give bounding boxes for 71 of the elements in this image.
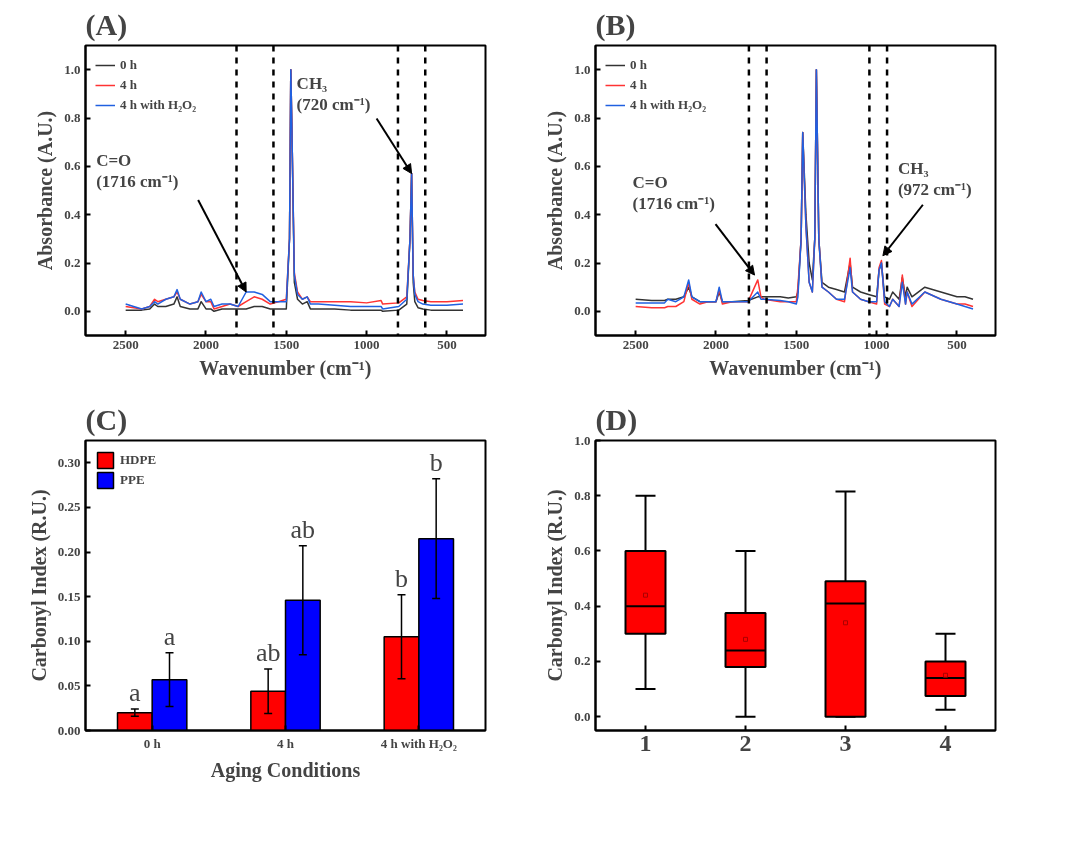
x-tick-label: 500 — [947, 336, 967, 352]
annotation: C=O (1716 cm⁻¹) — [96, 151, 179, 191]
y-axis-title: Absorbance (A.U.) — [544, 110, 568, 271]
y-tick-label: 0.20 — [57, 544, 81, 560]
x-tick-label: 2000 — [192, 336, 219, 352]
y-tick-label: 0.10 — [57, 633, 81, 649]
legend-label: PPE — [120, 472, 145, 488]
legend-label: 4 h — [120, 77, 138, 93]
y-tick-label: 0.25 — [57, 499, 81, 515]
data-label: a — [163, 621, 176, 651]
x-tick-label: 4 — [939, 729, 952, 756]
y-tick-label: 0.6 — [574, 158, 591, 174]
y-tick-label: 1.0 — [64, 61, 81, 77]
x-tick-label: 2000 — [702, 336, 729, 352]
x-tick-label: 2500 — [622, 336, 649, 352]
y-tick-label: 0.8 — [64, 110, 81, 125]
data-label: a — [129, 678, 142, 708]
y-tick-label: 0.05 — [57, 677, 81, 693]
data-label: ab — [255, 637, 281, 667]
y-tick-label: 0.2 — [574, 255, 591, 270]
y-axis-title: Carbonyl Index (R.U.) — [544, 489, 568, 682]
x-axis-title: Wavenumber (cm⁻¹) — [199, 356, 372, 380]
y-axis-title: Carbonyl Index (R.U.) — [27, 489, 51, 682]
y-tick-label: 0.6 — [574, 542, 591, 558]
x-tick-label: 500 — [437, 336, 457, 352]
chart-title: (C) — [85, 402, 128, 437]
y-axis-title: Absorbance (A.U.) — [34, 110, 58, 271]
y-tick-label: 0.8 — [574, 110, 591, 125]
y-tick-label: 0.6 — [64, 158, 81, 174]
chart-title: (B) — [595, 7, 636, 42]
annotation: C=O (1716 cm⁻¹) — [632, 173, 715, 214]
y-tick-label: 1.0 — [574, 61, 591, 77]
y-tick-label: 0.00 — [57, 722, 81, 738]
legend-label: 0 h — [630, 57, 648, 73]
x-tick-label: 2500 — [112, 336, 139, 352]
legend-label: 4 h — [630, 77, 648, 93]
y-tick-label: 0.0 — [574, 708, 591, 724]
annotation: CH₃ (720 cm⁻¹) — [296, 73, 371, 114]
y-tick-label: 0.4 — [64, 206, 81, 222]
legend-label: 4 h with H₂O₂ — [630, 97, 707, 113]
y-tick-label: 0.4 — [574, 206, 591, 222]
x-axis-title: Aging Conditions — [210, 758, 361, 782]
chart-title: (A) — [85, 7, 128, 42]
x-tick-label: 0 h — [143, 735, 162, 751]
x-axis-title: Wavenumber (cm⁻¹) — [709, 356, 882, 380]
x-tick-label: 4 h — [277, 735, 295, 751]
y-tick-label: 0.15 — [57, 588, 81, 604]
x-tick-label: 1000 — [353, 336, 380, 352]
x-tick-label: 4 h with H₂O₂ — [380, 735, 457, 751]
data-label: ab — [290, 514, 316, 544]
annotation: CH₃ (972 cm⁻¹) — [897, 158, 972, 199]
data-label: b — [395, 563, 408, 593]
y-tick-label: 0.4 — [574, 598, 591, 614]
chart-title: (D) — [595, 402, 638, 437]
legend-label: 0 h — [120, 57, 138, 73]
y-tick-label: 0.0 — [574, 303, 591, 319]
y-tick-label: 1.0 — [574, 432, 591, 448]
x-tick-label: 1500 — [273, 336, 300, 352]
x-tick-label: 1 — [639, 729, 652, 756]
y-tick-label: 0.2 — [64, 255, 81, 270]
legend-label: 4 h with H₂O₂ — [120, 97, 197, 113]
y-tick-label: 0.0 — [64, 303, 81, 319]
x-tick-label: 1500 — [783, 336, 810, 352]
y-tick-label: 0.30 — [57, 454, 81, 470]
data-label: b — [429, 447, 443, 477]
y-tick-label: 0.2 — [574, 653, 591, 669]
x-tick-label: 3 — [839, 729, 852, 756]
y-tick-label: 0.8 — [574, 487, 591, 503]
x-tick-label: 2 — [739, 729, 752, 756]
legend-label: HDPE — [120, 452, 157, 468]
x-tick-label: 1000 — [863, 336, 890, 352]
